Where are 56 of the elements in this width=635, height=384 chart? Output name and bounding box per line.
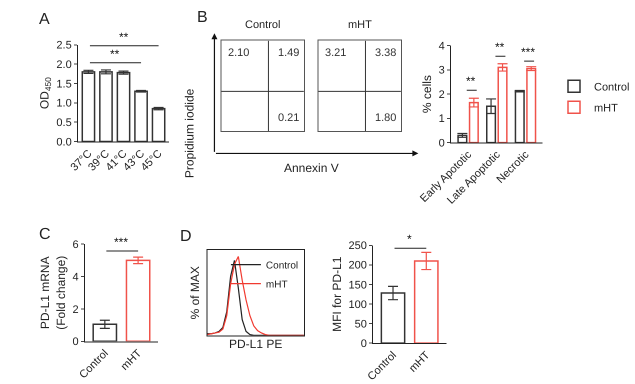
y-axis-title: PD-L1 mRNA (Fold change): [38, 256, 68, 330]
annotation: **: [466, 74, 476, 88]
legend-label: Control: [266, 260, 298, 272]
text: 3.38: [375, 47, 396, 59]
text: 0.21: [278, 112, 300, 124]
y-tick-label: 200: [348, 260, 367, 272]
chart-title: D: [180, 228, 192, 245]
y-tick-label: 4: [438, 40, 445, 52]
y-tick-label: 1: [438, 113, 445, 126]
bar: [152, 108, 166, 142]
y-tick-label: 0: [438, 137, 445, 150]
chart-title: C: [39, 226, 51, 243]
y-tick-label: 50: [354, 318, 367, 330]
bar: [116, 72, 130, 142]
text: B: [197, 9, 208, 26]
y-tick-label: 2: [438, 88, 445, 101]
y-tick-label: 2.5: [56, 40, 72, 52]
y-tick-label: 0.5: [56, 117, 72, 130]
bar: [99, 71, 113, 142]
y-tick-label: 1.5: [56, 78, 72, 90]
bar: [82, 71, 96, 142]
y-tick-label: 150: [348, 279, 367, 292]
y-tick-label: 4: [72, 271, 79, 284]
annotation: **: [110, 47, 120, 61]
legend-label: mHT: [266, 280, 288, 291]
annotation: **: [495, 40, 505, 54]
text: Propidium iodide: [182, 88, 196, 178]
text: Control: [245, 19, 280, 31]
y-tick-label: 0: [360, 338, 367, 350]
bar: [134, 90, 148, 142]
text: Annexin V: [284, 161, 339, 175]
y-tick-label: 2: [72, 304, 79, 316]
x-axis-title: PD-L1 PE: [229, 337, 282, 352]
text: 2.10: [228, 47, 250, 59]
y-tick-label: 100: [348, 298, 367, 311]
y-axis-title: % of MAX: [188, 266, 202, 320]
y-axis-title: MFI for PD-L1: [330, 256, 344, 332]
legend-label: Control: [594, 82, 630, 94]
y-tick-label: 0: [72, 336, 79, 348]
chart-title: A: [39, 11, 50, 28]
y-axis-title: % cells: [420, 75, 434, 114]
text: 1.49: [278, 47, 300, 59]
text: 1.80: [375, 112, 396, 124]
text: **: [119, 30, 129, 44]
text: 3.21: [325, 47, 346, 59]
y-tick-label: 6: [72, 239, 79, 252]
y-tick-label: 1.0: [56, 98, 72, 110]
y-tick-label: 250: [348, 240, 367, 252]
annotation: ***: [114, 235, 128, 249]
y-tick-label: 3: [438, 64, 445, 77]
y-tick-label: 2.0: [56, 58, 72, 71]
text: mHT: [348, 19, 372, 31]
legend-label: mHT: [594, 102, 618, 115]
y-tick-label: 0.0: [56, 136, 72, 148]
annotation: ***: [521, 45, 536, 59]
annotation: *: [407, 232, 412, 246]
